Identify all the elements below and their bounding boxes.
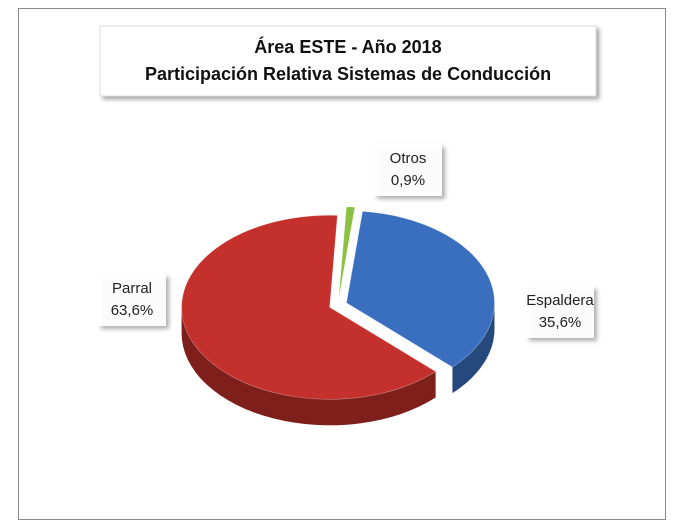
slice-label-value: 63,6% xyxy=(111,302,154,319)
labels: Otros 0,9% Espaldera 35,6% Parral 63,6% xyxy=(98,144,594,338)
slice xyxy=(338,206,356,299)
slice xyxy=(181,214,437,400)
slice-side xyxy=(452,302,495,394)
label-box xyxy=(374,144,442,196)
chart-subtitle: Participación Relativa Sistemas de Condu… xyxy=(145,64,551,84)
label-box xyxy=(526,286,594,338)
label-box xyxy=(98,274,166,326)
chart-title: Área ESTE - Año 2018 xyxy=(254,36,441,57)
slice-side xyxy=(181,307,436,426)
pie xyxy=(181,206,495,426)
slice-side-shade xyxy=(181,307,436,426)
slice-label-value: 35,6% xyxy=(539,314,582,331)
title-box xyxy=(99,25,597,97)
slice-side-shade xyxy=(452,302,495,394)
slice xyxy=(346,210,495,368)
slice-label-name: Otros xyxy=(390,150,427,167)
slice-label-name: Parral xyxy=(112,280,152,297)
slice-label-value: 0,9% xyxy=(391,172,425,189)
slice-label-name: Espaldera xyxy=(526,292,594,309)
